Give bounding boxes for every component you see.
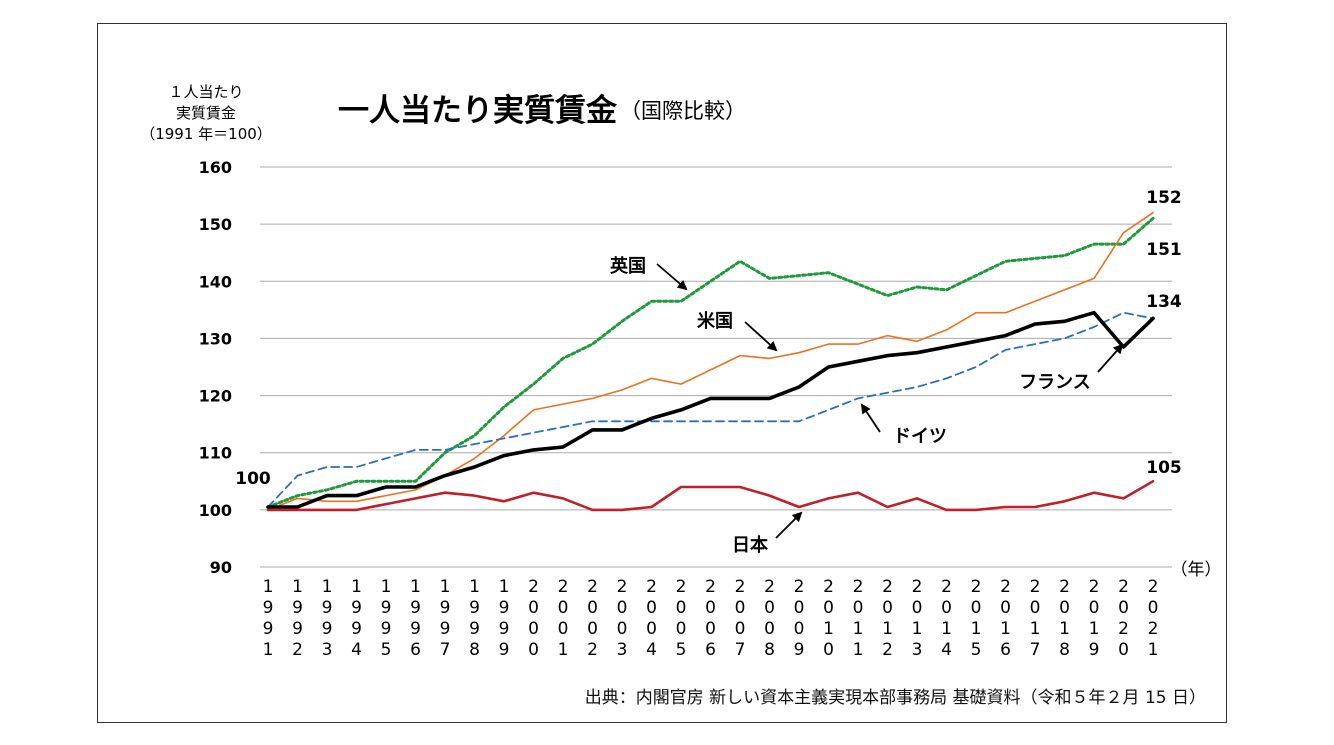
arrow-us xyxy=(744,321,778,352)
y-tick-130: 130 xyxy=(199,329,232,348)
x-tick-labels: 1 9 9 1 1 9 9 2 1 9 9 3 1 9 9 4 1 9 9 5 1 9 9 6 1 9 9 7 1 9 9 8 1 9 9 9 2 0 0 0… xyxy=(263,577,1159,660)
arrow-germany xyxy=(860,403,881,433)
series-line-1 xyxy=(267,211,1154,511)
y-tick-100: 100 xyxy=(199,501,232,520)
y-tick-140: 140 xyxy=(199,272,232,291)
series-line-0 xyxy=(266,216,1155,509)
series-line-4 xyxy=(266,479,1155,512)
y-tick-110: 110 xyxy=(199,444,232,463)
chart-subtitle: （国際比較） xyxy=(620,99,746,123)
annotation-germany: ドイツ xyxy=(893,426,947,447)
annotation-uk: 英国 xyxy=(609,255,646,277)
arrow-japan xyxy=(775,511,803,539)
chart-title: 一人当たり実質賃金 xyxy=(338,93,618,129)
annotation-france: フランス xyxy=(1019,372,1091,393)
y-axis-label-line-2: 実質賃金 xyxy=(176,104,236,122)
y-tick-90: 90 xyxy=(210,558,232,577)
series-lines xyxy=(266,211,1155,512)
end-value-uk: 151 xyxy=(1146,240,1182,260)
chart-frame xyxy=(97,23,1227,723)
y-tick-120: 120 xyxy=(199,387,232,406)
series-line-2 xyxy=(267,311,1154,508)
annotation-arrows xyxy=(656,263,1124,539)
end-value-germany: 134 xyxy=(1146,292,1182,312)
y-axis-label-line-1: １人当たり xyxy=(168,83,243,101)
y-axis-label-line-3: （1991 年＝100） xyxy=(140,125,272,143)
y-tick-160: 160 xyxy=(199,158,232,177)
series-line-3 xyxy=(266,310,1155,509)
source-note: 出典：内閣官房 新しい資本主義実現本部事務局 基礎資料（令和５年２月 15 日） xyxy=(584,688,1206,708)
gridlines xyxy=(260,166,1172,568)
end-value-japan: 105 xyxy=(1146,458,1182,478)
y-tick-labels: 90 100 110 120 130 140 150 160 xyxy=(199,158,232,577)
end-value-us: 152 xyxy=(1146,188,1182,208)
arrow-uk xyxy=(656,263,688,291)
arrow-france xyxy=(1097,343,1124,373)
start-value: 100 xyxy=(235,469,271,489)
annotation-us: 米国 xyxy=(697,310,733,332)
y-tick-150: 150 xyxy=(199,215,232,234)
x-axis-unit-label: （年） xyxy=(1171,560,1222,580)
annotation-japan: 日本 xyxy=(732,534,768,556)
